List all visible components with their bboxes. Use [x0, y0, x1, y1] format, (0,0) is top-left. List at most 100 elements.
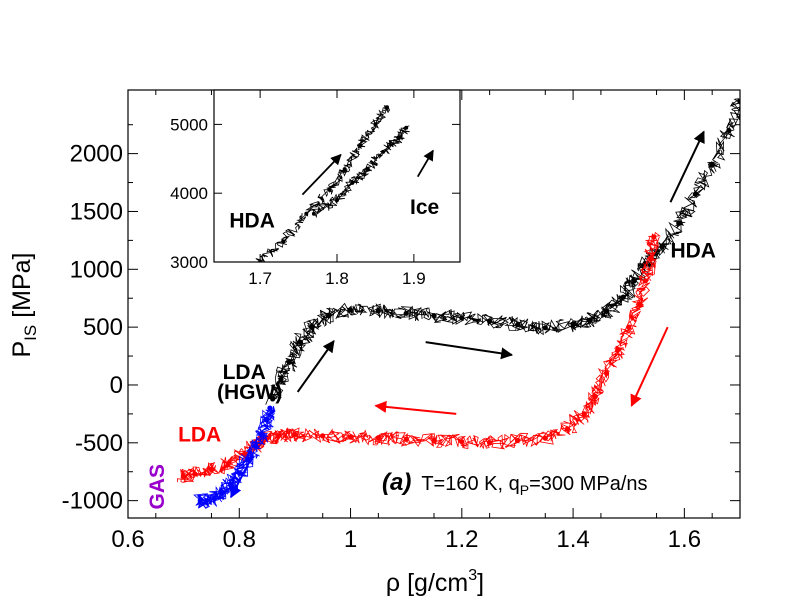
series-decompression-point — [192, 471, 198, 477]
y-tick-label: -500 — [75, 430, 123, 457]
series-decompression-point — [487, 440, 493, 446]
x-tick-label: 0.8 — [223, 526, 256, 553]
series-hda-trace — [255, 105, 391, 262]
series-compression-point — [459, 315, 465, 321]
series-decompression-point — [514, 437, 521, 444]
inset-plot: 1.7 1.8 1.9 3000 4000 5000 HDA Ice — [170, 89, 461, 288]
inset-ticks: 1.7 1.8 1.9 3000 4000 5000 — [170, 90, 460, 288]
series-compression-point — [309, 324, 315, 330]
annotation-arrow — [296, 340, 335, 393]
series-ice-point — [404, 125, 409, 130]
series-decompression-point — [637, 301, 643, 307]
series-compression-point — [514, 322, 521, 328]
series-compression-point — [375, 308, 381, 314]
series-decompression-point — [564, 426, 571, 432]
series-hda-point — [304, 211, 309, 216]
inset-x-tick-label: 1.7 — [248, 269, 272, 288]
series-ice-point — [381, 149, 386, 154]
main-arrows — [230, 130, 705, 499]
series-compression-trace — [265, 98, 740, 405]
series-compression-point — [676, 220, 682, 226]
series-decompression-point — [626, 324, 632, 330]
inset-y-tick-label: 5000 — [170, 115, 208, 134]
annotation-arrow — [374, 400, 457, 415]
series-ice-point — [350, 180, 355, 185]
series-ice-point — [396, 136, 401, 141]
series-gas-point — [267, 405, 273, 411]
main-ticks: 0.6 0.8 1 1.2 1.4 1.6 -1000 -500 0 500 1000 1500 200… — [62, 90, 740, 553]
series-decompression-point — [292, 432, 298, 438]
series-gas-point — [245, 456, 251, 462]
annotation-arrow — [630, 326, 669, 407]
series-compression-point — [431, 313, 437, 319]
x-tick-label: 1.2 — [445, 526, 478, 553]
region-label: (HGW) — [217, 381, 282, 404]
series-decompression-point — [459, 439, 465, 445]
y-tick-label: 1500 — [70, 198, 123, 225]
series-ice-point — [335, 198, 339, 203]
series-hda-point — [358, 143, 363, 147]
series-ice-point — [311, 211, 316, 216]
series-decompression-point — [648, 255, 654, 261]
series-decompression-point — [320, 433, 326, 439]
series-decompression-point — [225, 461, 231, 467]
series-gas-point — [236, 470, 242, 476]
inset-region-label: HDA — [229, 210, 275, 233]
series-gas-point — [220, 490, 226, 496]
series-compression-point — [587, 317, 593, 323]
series-hda-point — [373, 122, 378, 127]
y-tick-label: 1000 — [70, 256, 123, 283]
inset-region-labels: HDA Ice — [229, 196, 439, 233]
series-decompression-point — [603, 370, 610, 376]
inset-y-tick-label: 4000 — [170, 184, 208, 203]
series-compression — [265, 98, 740, 405]
series-compression-point — [403, 310, 409, 316]
series-hda — [255, 105, 391, 262]
inset-annotation-arrow — [301, 153, 342, 196]
y-tick-label: 500 — [83, 314, 123, 341]
inset-series — [255, 105, 410, 262]
series-compression-point — [631, 278, 637, 284]
series-hda-point — [385, 105, 389, 110]
series-compression-point — [325, 313, 331, 319]
x-axis-label: ρ [g/cm3] — [386, 567, 484, 597]
series-compression-point — [270, 396, 276, 402]
annotation-arrow — [669, 130, 705, 203]
series-decompression-point — [642, 278, 649, 284]
x-tick-label: 1.6 — [668, 526, 701, 553]
region-label: LDA — [178, 424, 221, 447]
series-compression-point — [297, 339, 304, 345]
inset-x-tick-label: 1.9 — [402, 269, 426, 288]
y-tick-label: -1000 — [62, 488, 123, 515]
series-compression-point — [709, 162, 715, 168]
series-compression-point — [659, 243, 665, 249]
series-gas-point — [258, 432, 265, 438]
series-gas-point — [264, 417, 270, 423]
series-ice — [311, 125, 410, 219]
main-plot: 0.6 0.8 1 1.2 1.4 1.6 -1000 -500 0 500 1000 1500 200… — [62, 89, 741, 553]
main-series — [176, 98, 740, 510]
series-compression-point — [726, 127, 732, 134]
series-decompression-point — [651, 234, 657, 240]
series-compression-point — [286, 359, 292, 365]
x-tick-label: 0.6 — [111, 526, 144, 553]
series-gas-point — [211, 495, 217, 501]
series-decompression-point — [592, 393, 598, 400]
y-tick-label: 0 — [110, 372, 123, 399]
series-hda-point — [281, 239, 286, 244]
series-compression-point — [278, 376, 284, 382]
inset-annotation-arrow — [416, 149, 434, 178]
series-compression-point — [620, 294, 626, 300]
series-decompression-point — [181, 473, 187, 479]
region-label: HDA — [670, 240, 716, 263]
series-gas-point — [203, 499, 209, 505]
inset-region-label: Ice — [410, 196, 439, 219]
x-tick-label: 1.4 — [556, 526, 589, 553]
series-compression-point — [487, 318, 493, 324]
annotation-arrow — [425, 341, 514, 360]
series-decompression-point — [403, 436, 409, 442]
series-compression-point — [737, 99, 740, 105]
inset-background — [214, 90, 460, 262]
conditions-label: (a) T=160 K, qP=300 MPa/ns — [382, 469, 648, 498]
